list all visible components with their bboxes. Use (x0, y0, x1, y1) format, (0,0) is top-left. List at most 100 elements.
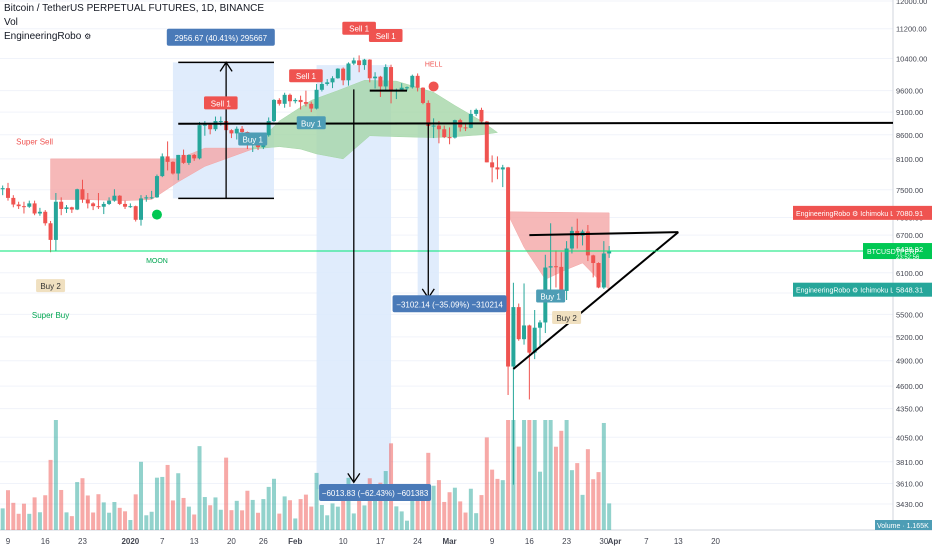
price-axis[interactable]: 12000.00 11200.00 10400.00 9600.00 9100.00 86… (793, 0, 932, 530)
candle (591, 254, 596, 278)
candle (107, 197, 112, 206)
candle-body (484, 121, 489, 163)
volume-bar (144, 515, 149, 530)
volume-bar (192, 514, 197, 530)
settings-icon[interactable]: ⚙ (84, 32, 92, 41)
candle (91, 202, 96, 211)
volume-legend: Vol (4, 17, 18, 28)
signal-markers: Super Sell Buy 2 Super Buy MOON Sell 1 Buy 1 B… (16, 21, 582, 325)
candle (506, 166, 511, 395)
volume-bar (197, 446, 202, 530)
volume-bar (117, 507, 122, 530)
signal-buy: Buy 1 (296, 116, 326, 130)
hell-marker (428, 81, 439, 92)
trend-lines[interactable] (0, 61, 894, 484)
signal-label: Buy 1 (540, 292, 561, 301)
candle (346, 62, 351, 86)
volume-bar (538, 471, 542, 530)
candle (484, 121, 489, 163)
signal-label: MOON (146, 258, 168, 265)
candle-body (53, 201, 58, 240)
volume-bar (596, 472, 601, 530)
triangle-bottom-line[interactable] (512, 231, 679, 370)
candle-body (139, 198, 143, 220)
volume-bar (80, 478, 85, 530)
time-tick-label: 13 (674, 537, 683, 546)
candle (431, 118, 436, 139)
price-label-time: 23:52:56 (896, 255, 920, 261)
volume-bar (452, 487, 457, 530)
candle-body (436, 125, 441, 130)
price-tick-label: 4350.00 (896, 405, 923, 414)
volume-bar (601, 422, 606, 530)
volume-bar (373, 493, 378, 530)
volume-bar (543, 420, 548, 530)
candle-body (69, 207, 74, 210)
signal-label: Buy 1 (242, 136, 263, 145)
price-tick-label: 7500.00 (896, 186, 923, 195)
signal-buy: Buy 1 (238, 132, 268, 146)
volume-bar (474, 513, 479, 530)
candle (378, 75, 383, 97)
time-tick-label: Apr (608, 537, 622, 546)
signal-label: HELL (425, 61, 443, 68)
candle-body (314, 89, 319, 109)
candle-body (378, 76, 383, 87)
price-label-value: 5848.31 (896, 286, 923, 295)
candle-body (101, 203, 106, 207)
signal-label: Buy 2 (40, 282, 61, 291)
volume-bar (53, 420, 58, 530)
volume-bar (607, 503, 612, 530)
candle-body (218, 121, 223, 123)
resistance-line[interactable] (178, 121, 894, 125)
candle-body (351, 60, 356, 64)
time-tick-label: Mar (442, 537, 456, 546)
candle (468, 109, 473, 129)
candle-body (85, 199, 90, 204)
candle (319, 80, 324, 92)
candle (229, 129, 234, 139)
time-axis[interactable]: 9 16 23 2020 7 13 20 26 Feb 10 17 24 Mar 9 16 23 30 Apr 7 1… (6, 537, 721, 546)
callout-label: −3102.14 (−35.09%) −310214 (396, 300, 503, 309)
volume-bar (64, 512, 69, 530)
candle-body (160, 156, 165, 177)
price-label-text: EngineeringRobo ⚙ Ichimoku Lead 2 (796, 210, 912, 218)
candle-body (309, 103, 314, 109)
candle-body (607, 251, 612, 254)
volume-bar (48, 459, 53, 530)
candle-body (548, 266, 553, 268)
candle-body (362, 59, 367, 66)
price-tick-label: 8600.00 (896, 131, 923, 140)
volume-bar (553, 446, 558, 530)
candle (298, 95, 303, 110)
moon-marker (151, 209, 162, 220)
volume-bar (224, 457, 229, 530)
candle (123, 200, 128, 209)
candle (287, 93, 292, 107)
candle-body (16, 204, 21, 207)
volume-bar (208, 505, 213, 530)
candle (415, 73, 420, 92)
volume-bar (431, 485, 436, 530)
candle (48, 220, 53, 253)
signal-label: Buy 2 (556, 314, 577, 323)
time-tick-label: 13 (190, 537, 199, 546)
candle-body (357, 60, 362, 66)
volume-bar (468, 488, 473, 530)
candle (85, 193, 90, 209)
candle-body (399, 87, 404, 90)
signal-text-buy: Super Buy (32, 311, 69, 320)
candle (383, 64, 388, 91)
candle-body (367, 59, 372, 79)
candle-body (532, 327, 537, 353)
price-label-box (793, 282, 893, 297)
volume-bar (250, 499, 255, 530)
triangle-top-line[interactable] (529, 231, 679, 237)
candle (96, 193, 101, 209)
